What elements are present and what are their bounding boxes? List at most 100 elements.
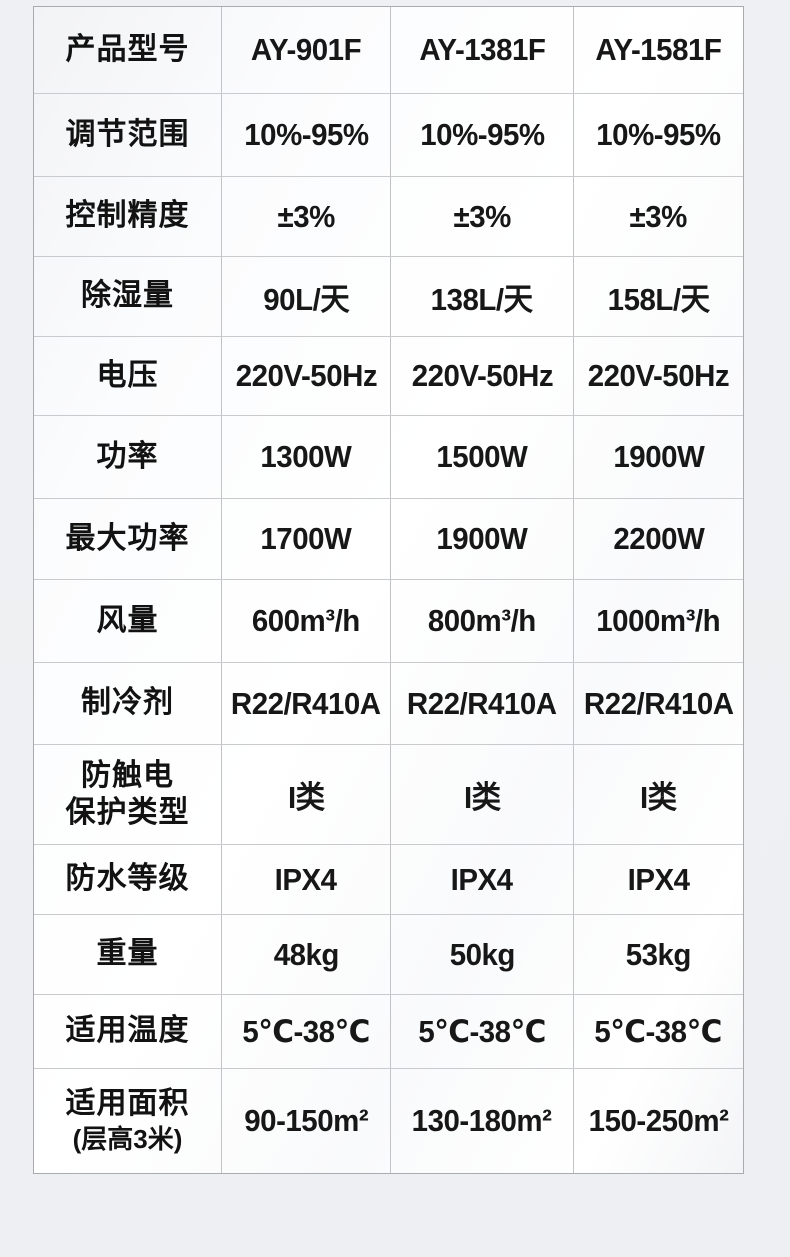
spec-value: 138L/天 [390,257,573,336]
spec-value: R22/R410A [573,663,743,744]
spec-value: 150-250m² [573,1069,743,1173]
spec-row-dehumidifying-capacity: 除湿量 90L/天 138L/天 158L/天 [34,256,743,336]
spec-row-shock-protection: 防触电 保护类型 I类 I类 I类 [34,744,743,844]
spec-value-text: AY-1381F [418,32,546,67]
spec-row-control-accuracy: 控制精度 ±3% ±3% ±3% [34,176,743,256]
spec-value-text: ±3% [277,198,335,234]
spec-row-operating-temperature: 适用温度 5℃-38℃ 5℃-38℃ 5℃-38℃ [34,994,743,1068]
spec-label-text: 产品型号 [65,32,190,66]
spec-label: 功率 [34,416,221,498]
spec-value-text: 5℃-38℃ [594,1013,723,1049]
spec-value-text: 158L/天 [607,282,710,317]
spec-label-text: 调节范围 [65,117,190,151]
spec-row-power: 功率 1300W 1500W 1900W [34,415,743,498]
spec-value: AY-901F [221,7,390,93]
spec-value-text: 90L/天 [262,282,350,317]
spec-value: 90-150m² [221,1069,390,1173]
spec-value: IPX4 [221,845,390,914]
spec-label-text: 防触电 [81,758,174,792]
spec-value: 600m³/h [221,580,390,662]
spec-value-text: 1900W [613,439,704,474]
spec-value: 5℃-38℃ [390,995,573,1068]
spec-row-refrigerant: 制冷剂 R22/R410A R22/R410A R22/R410A [34,662,743,744]
spec-value: 5℃-38℃ [573,995,743,1068]
spec-value-text: IPX4 [451,861,513,897]
spec-label-text: 除湿量 [81,279,174,313]
spec-value-text: AY-1581F [595,32,722,67]
spec-value: 1900W [390,499,573,579]
spec-label-text: 适用温度 [65,1014,190,1048]
spec-label: 重量 [34,915,221,994]
spec-value-text: 1900W [436,521,528,556]
spec-label: 防触电 保护类型 [34,745,221,844]
spec-value-text: ±3% [453,198,511,234]
spec-label: 产品型号 [34,7,221,93]
spec-label-text-line2: 保护类型 [65,795,190,829]
spec-value-text: IPX4 [275,861,337,897]
spec-value: 130-180m² [390,1069,573,1173]
spec-value: 1500W [390,416,573,498]
spec-label-text: 控制精度 [65,199,190,233]
spec-table: 产品型号 AY-901F AY-1381F AY-1581F 调节范围 10%-… [33,6,744,1174]
spec-label-text: 最大功率 [65,521,190,555]
spec-label: 电压 [34,337,221,415]
spec-value: 10%-95% [573,94,743,176]
spec-value: ±3% [221,177,390,256]
spec-value: R22/R410A [390,663,573,744]
spec-value: 1000m³/h [573,580,743,662]
spec-value: I类 [390,745,573,844]
spec-label: 制冷剂 [34,663,221,744]
spec-value: 220V-50Hz [221,337,390,415]
spec-value-text: 10%-95% [419,117,545,152]
spec-row-max-power: 最大功率 1700W 1900W 2200W [34,498,743,579]
spec-value: I类 [221,745,390,844]
spec-value: 10%-95% [390,94,573,176]
spec-value: 5℃-38℃ [221,995,390,1068]
spec-value: I类 [573,745,743,844]
spec-row-humidity-range: 调节范围 10%-95% 10%-95% 10%-95% [34,93,743,176]
spec-value-text: 53kg [625,936,692,972]
spec-label: 控制精度 [34,177,221,256]
spec-value-text: 2200W [613,521,704,556]
spec-value: 2200W [573,499,743,579]
spec-label: 风量 [34,580,221,662]
spec-value-text: IPX4 [627,861,690,897]
spec-label-text: 防水等级 [65,862,190,896]
spec-label: 防水等级 [34,845,221,914]
spec-value-text: ±3% [629,198,688,234]
spec-value-text: 1700W [260,521,352,556]
spec-label-text: 制冷剂 [81,686,174,720]
spec-value-text: 1300W [260,439,352,474]
spec-value-text: 90-150m² [244,1103,368,1138]
spec-value: IPX4 [390,845,573,914]
spec-value: 1900W [573,416,743,498]
spec-value-text: I类 [287,780,325,815]
spec-value: ±3% [390,177,573,256]
spec-label: 调节范围 [34,94,221,176]
spec-value-text: 1500W [436,439,528,474]
spec-value-text: 50kg [449,936,515,972]
spec-value: 90L/天 [221,257,390,336]
spec-value-text: I类 [463,780,501,815]
spec-label: 除湿量 [34,257,221,336]
spec-value-text: 10%-95% [243,117,369,152]
spec-label: 最大功率 [34,499,221,579]
spec-value: AY-1381F [390,7,573,93]
spec-value-text: 5℃-38℃ [242,1013,370,1049]
spec-value-text: R22/R410A [231,685,381,721]
spec-label-text: 功率 [96,439,159,473]
spec-value-text: R22/R410A [407,685,557,721]
spec-label-text: 电压 [96,358,159,392]
spec-value: 1300W [221,416,390,498]
spec-value-text: 1000m³/h [596,603,721,638]
spec-value: IPX4 [573,845,743,914]
spec-value: 10%-95% [221,94,390,176]
spec-value: 800m³/h [390,580,573,662]
spec-value: AY-1581F [573,7,743,93]
spec-value: 220V-50Hz [573,337,743,415]
spec-value-text: R22/R410A [583,685,734,721]
spec-value-text: I类 [640,780,677,815]
spec-value-text: 220V-50Hz [235,358,377,393]
spec-label-text: 重量 [96,937,159,971]
